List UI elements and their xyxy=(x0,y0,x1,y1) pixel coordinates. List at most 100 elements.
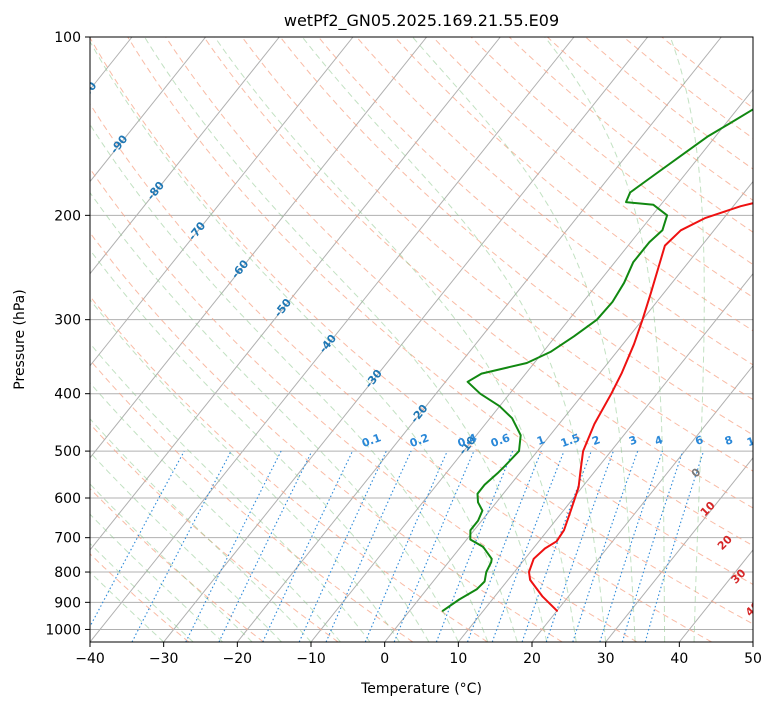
x-tick-label: 10 xyxy=(449,651,467,667)
y-tick-label: 1000 xyxy=(45,622,81,638)
moist-adiabat-line xyxy=(90,542,194,642)
x-tick-label: 30 xyxy=(597,651,615,667)
y-axis-ticks: 100 200 300 400 500 600 700 800 900 1000 xyxy=(45,30,90,638)
temperature-profile-line xyxy=(528,202,753,612)
moist-adiabat-line xyxy=(90,451,282,642)
mixing-ratio-line xyxy=(325,450,412,642)
isotherm-line xyxy=(384,180,753,642)
isotherm-line xyxy=(163,37,649,642)
mixing-ratio-label: 1.5 xyxy=(559,431,582,450)
isotherm-line xyxy=(90,37,280,275)
dry-adiabat-label: 40 xyxy=(743,599,763,619)
y-tick-label: 200 xyxy=(54,208,81,224)
moist-adiabat-line xyxy=(669,37,705,642)
y-tick-label: 400 xyxy=(54,387,81,403)
mixing-ratio-label: 2 xyxy=(590,433,602,448)
isotherm-line xyxy=(236,37,722,642)
mixing-ratio-line xyxy=(599,450,663,642)
x-tick-label: −40 xyxy=(75,651,105,667)
mixing-ratio-label: 0.1 xyxy=(360,431,383,450)
y-axis-label: Pressure (hPa) xyxy=(12,289,28,389)
dry-adiabat-line xyxy=(356,37,753,366)
moist-adiabat-line xyxy=(90,571,165,642)
mixing-ratio-line xyxy=(393,450,475,642)
y-tick-label: 100 xyxy=(54,30,81,46)
mixing-ratio-line xyxy=(491,450,565,642)
dewpoint-profile-line xyxy=(441,108,753,612)
moist-adiabat-line xyxy=(214,37,577,642)
mixing-ratio-label: 10 xyxy=(745,432,764,450)
moist-adiabat-lines xyxy=(90,37,705,642)
moist-adiabat-line xyxy=(90,298,400,642)
mixing-ratio-line xyxy=(521,450,592,642)
mixing-ratio-line xyxy=(644,450,705,642)
isotherm-line xyxy=(457,272,753,642)
dry-adiabat-line xyxy=(203,37,753,509)
isotherm-line xyxy=(90,37,501,551)
mixing-ratio-label: 0.2 xyxy=(408,431,431,450)
moist-adiabat-line xyxy=(90,483,253,642)
dry-adiabat-line xyxy=(90,231,563,642)
dry-adiabat-line xyxy=(90,37,753,625)
dry-adiabat-line xyxy=(90,359,414,642)
mixing-ratio-label: 6 xyxy=(693,433,705,448)
moist-adiabat-line xyxy=(90,418,312,642)
moist-adiabat-line xyxy=(301,37,607,642)
x-tick-label: 20 xyxy=(523,651,541,667)
chart-title: wetPf2_GN05.2025.169.21.55.E09 xyxy=(284,11,559,31)
isotherm-line xyxy=(90,37,354,367)
mixing-ratio-line xyxy=(185,450,282,642)
y-tick-label: 700 xyxy=(54,531,81,547)
mixing-ratio-line xyxy=(545,450,614,642)
x-tick-label: −30 xyxy=(149,651,179,667)
moist-adiabat-line xyxy=(90,40,518,642)
y-tick-label: 500 xyxy=(54,444,81,460)
mixing-ratio-label: 4 xyxy=(653,433,665,448)
mixing-ratio-label: 8 xyxy=(723,433,735,448)
dry-adiabat-line xyxy=(90,423,339,642)
moist-adiabat-line xyxy=(412,37,636,642)
moist-adiabat-line xyxy=(90,123,489,642)
mixing-ratio-line xyxy=(90,450,185,628)
moist-adiabat-line xyxy=(90,191,459,642)
x-axis-ticks: −40 −30 −20 −10 0 10 20 30 40 50 xyxy=(75,642,762,667)
moist-adiabat-line xyxy=(90,513,223,642)
y-tick-label: 900 xyxy=(54,595,81,611)
dry-adiabat-line xyxy=(165,37,753,547)
mixing-ratio-label: 1 xyxy=(535,433,547,448)
moist-adiabat-line xyxy=(544,37,666,642)
mixing-ratio-line xyxy=(466,450,542,642)
isotherm-lines xyxy=(90,37,753,642)
moist-adiabat-line xyxy=(90,249,430,642)
isotherm-line xyxy=(90,37,575,642)
mixing-ratio-label: 0.4 xyxy=(456,431,479,450)
mixing-ratio-line xyxy=(435,450,514,642)
isotherm-line xyxy=(605,457,753,642)
profile-series xyxy=(441,108,753,612)
dry-adiabat-line xyxy=(394,37,753,332)
isotherm-line xyxy=(90,37,428,459)
dry-adiabat-line xyxy=(90,295,488,642)
x-tick-label: 0 xyxy=(380,651,389,667)
mixing-ratio-line xyxy=(364,450,448,642)
dry-adiabat-line xyxy=(318,37,753,401)
y-tick-label: 300 xyxy=(54,313,81,329)
dry-adiabat-line xyxy=(90,103,712,642)
y-tick-label: 800 xyxy=(54,565,81,581)
isotherm-line xyxy=(90,37,207,183)
dry-adiabat-line xyxy=(127,37,753,586)
moist-adiabat-line xyxy=(90,342,371,642)
x-tick-label: −20 xyxy=(223,651,253,667)
dry-adiabat-lines xyxy=(90,37,753,642)
isotherm-line xyxy=(531,364,753,642)
mixing-ratio-label: 3 xyxy=(627,433,639,448)
mixing-ratio-lines xyxy=(90,450,705,642)
dry-adiabat-line xyxy=(90,167,638,642)
mixing-ratio-label: 0.6 xyxy=(489,431,512,450)
mixing-ratio-line xyxy=(572,450,639,642)
plot-frame xyxy=(89,36,754,643)
y-tick-label: 600 xyxy=(54,491,81,507)
x-tick-label: −10 xyxy=(296,651,326,667)
